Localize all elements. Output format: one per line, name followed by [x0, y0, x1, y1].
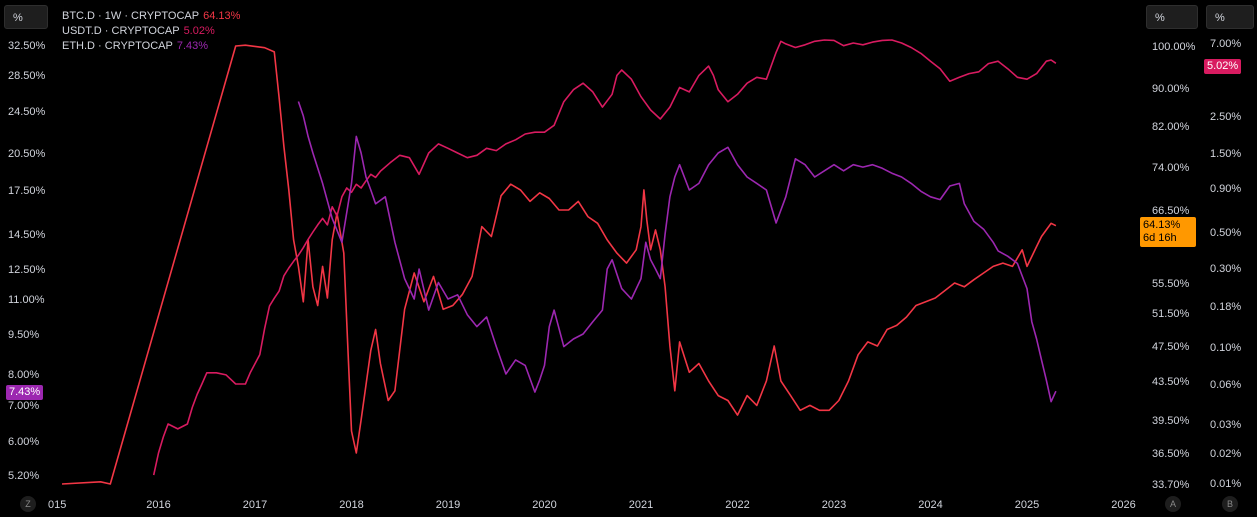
left-axis-tick-label: 11.00%: [8, 294, 45, 306]
right-axis-1-tick-label: 43.50%: [1152, 376, 1190, 388]
x-axis-tick-label: 2023: [822, 499, 846, 511]
legend-value: 64.13%: [203, 10, 241, 22]
auto-scale-right-b-button[interactable]: B: [1222, 496, 1238, 512]
right-axis-2-tick-label: 0.18%: [1210, 301, 1241, 313]
x-axis-tick-label: 2024: [918, 499, 942, 511]
eth-price-badge: 7.43%: [6, 385, 44, 400]
left-axis-tick-label: 14.50%: [8, 229, 46, 241]
right-axis-1-tick-label: 74.00%: [1152, 162, 1190, 174]
right-price-axis-2[interactable]: 7.00%4.50%2.50%1.50%0.90%0.50%0.30%0.18%…: [1210, 38, 1241, 490]
right-scale-2-mode-label: %: [1215, 12, 1225, 24]
btc-price-badge-value: 64.13%: [1143, 219, 1181, 231]
eth-price-badge-label: 7.43%: [9, 386, 41, 398]
x-axis-tick-label: 2026: [1111, 499, 1135, 511]
right-axis-1-tick-label: 47.50%: [1152, 341, 1190, 353]
right-axis-2-tick-label: 1.50%: [1210, 148, 1241, 160]
x-axis-tick-label: 2021: [629, 499, 653, 511]
legend-symbol: ETH.D · CRYPTOCAP: [62, 40, 173, 52]
btc-bar-countdown: 6d 16h: [1143, 232, 1177, 244]
x-axis-tick-label: 2020: [532, 499, 556, 511]
legend-item-eth[interactable]: ETH.D · CRYPTOCAP 7.43%: [62, 39, 240, 54]
right-axis-2-tick-label: 0.06%: [1210, 379, 1241, 391]
right-axis-1-tick-label: 33.70%: [1152, 479, 1190, 491]
legend-value: 7.43%: [176, 40, 209, 52]
x-axis-tick-label: 2017: [243, 499, 267, 511]
right-axis-2-tick-label: 0.90%: [1210, 183, 1241, 195]
right-axis-2-tick-label: 0.02%: [1210, 448, 1241, 460]
usdt-price-badge: 5.02%: [1204, 59, 1242, 74]
x-axis-tick-label: 015: [48, 499, 66, 511]
left-scale-mode-button[interactable]: %: [4, 5, 48, 29]
left-axis-tick-label: 28.50%: [8, 70, 46, 82]
legend-item-btc[interactable]: BTC.D · 1W · CRYPTOCAP 64.13%: [62, 9, 240, 24]
left-axis-tick-label: 8.00%: [8, 369, 39, 381]
left-axis-tick-label: 12.50%: [8, 264, 46, 276]
legend-symbol: BTC.D · 1W · CRYPTOCAP: [62, 10, 200, 22]
right-axis-2-tick-label: 0.50%: [1210, 227, 1241, 239]
auto-scale-right-b-label: B: [1226, 499, 1233, 509]
left-axis-tick-label: 20.50%: [8, 148, 46, 160]
legend-item-usdt[interactable]: USDT.D · CRYPTOCAP 5.02%: [62, 24, 240, 39]
legend-value: 5.02%: [183, 25, 215, 37]
left-axis-tick-label: 24.50%: [8, 106, 46, 118]
auto-scale-right-a-label: A: [1169, 499, 1176, 509]
usdt-price-badge-label: 5.02%: [1207, 60, 1239, 72]
right-axis-2-tick-label: 0.30%: [1210, 263, 1241, 275]
right-axis-1-tick-label: 66.50%: [1152, 205, 1190, 217]
right-axis-1-tick-label: 82.00%: [1152, 121, 1190, 133]
left-axis-tick-label: 7.00%: [8, 400, 39, 412]
right-axis-1-tick-label: 100.00%: [1152, 41, 1196, 53]
usdt-dominance-line[interactable]: [152, 39, 1057, 476]
right-scale-2-mode-button[interactable]: %: [1206, 5, 1254, 29]
left-axis-tick-label: 9.50%: [8, 329, 39, 341]
chart-legend: BTC.D · 1W · CRYPTOCAP 64.13% USDT.D · CR…: [62, 9, 240, 54]
series-layer: [61, 39, 1057, 485]
right-axis-1-tick-label: 36.50%: [1152, 448, 1190, 460]
left-axis-tick-label: 17.50%: [8, 185, 46, 197]
right-axis-2-tick-label: 0.03%: [1210, 419, 1241, 431]
right-axis-2-tick-label: 0.01%: [1210, 478, 1241, 490]
auto-scale-left-button[interactable]: Z: [20, 496, 36, 512]
right-price-axis-1[interactable]: 100.00% 90.00% 82.00% 74.00% 66.50% 55.50% 51.…: [1152, 41, 1196, 491]
auto-scale-left-label: Z: [25, 499, 31, 509]
right-scale-1-mode-label: %: [1155, 12, 1165, 24]
btc-price-badge: 64.13% 6d 16h: [1140, 217, 1196, 247]
legend-symbol: USDT.D · CRYPTOCAP: [62, 25, 180, 37]
right-axis-2-tick-label: 0.10%: [1210, 342, 1241, 354]
right-scale-1-mode-button[interactable]: %: [1146, 5, 1198, 29]
right-axis-1-tick-label: 39.50%: [1152, 415, 1190, 427]
left-axis-tick-label: 6.00%: [8, 436, 39, 448]
x-axis: 015 2016 2017 2018 2019 2020 2021 2022 2023 2024 2…: [48, 499, 1136, 511]
left-axis-tick-label: 32.50%: [8, 40, 46, 52]
x-axis-tick-label: 2018: [339, 499, 363, 511]
x-axis-tick-label: 2025: [1015, 499, 1039, 511]
right-axis-1-tick-label: 55.50%: [1152, 278, 1190, 290]
right-axis-2-tick-label: 7.00%: [1210, 38, 1241, 50]
left-scale-mode-label: %: [13, 12, 23, 24]
btc-dominance-line[interactable]: [61, 44, 1057, 485]
right-axis-1-tick-label: 51.50%: [1152, 308, 1190, 320]
left-price-axis[interactable]: 32.50% 28.50% 24.50% 20.50% 17.50% 14.50% 12.5…: [8, 40, 46, 482]
left-axis-tick-label: 5.20%: [8, 470, 39, 482]
x-axis-tick-label: 2022: [725, 499, 749, 511]
eth-dominance-line[interactable]: [297, 101, 1057, 403]
right-axis-1-tick-label: 90.00%: [1152, 83, 1190, 95]
auto-scale-right-a-button[interactable]: A: [1165, 496, 1181, 512]
x-axis-tick-label: 2016: [146, 499, 170, 511]
right-axis-2-tick-label: 2.50%: [1210, 111, 1241, 123]
x-axis-tick-label: 2019: [436, 499, 460, 511]
